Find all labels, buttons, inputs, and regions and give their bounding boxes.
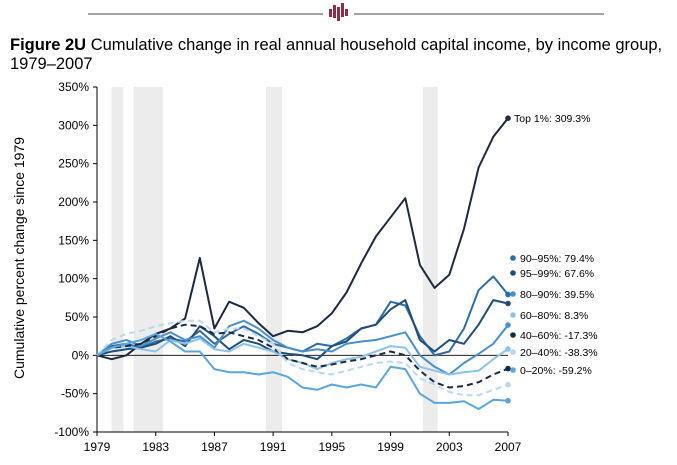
x-tick-label: 2007 (495, 440, 522, 454)
recession-shading (265, 87, 282, 432)
logo-icon (329, 3, 348, 21)
series-line (96, 319, 509, 376)
y-tick-label: 200% (58, 195, 89, 209)
x-tick-label: 1991 (260, 440, 287, 454)
legend-marker (510, 332, 516, 338)
series-end-label: 80–90%: 39.5% (520, 289, 594, 301)
x-tick-label: 1999 (377, 440, 404, 454)
y-tick-label: 50% (65, 310, 89, 324)
series-line (96, 323, 509, 389)
y-axis-label: Cumulative percent change since 1979 (11, 137, 27, 379)
series-end-point (505, 115, 511, 122)
series-end-point (505, 300, 511, 307)
series-end-label: 20–40%: -38.3% (520, 347, 598, 359)
series-end-label: 60–80%: 8.3% (520, 310, 588, 322)
series-line (96, 319, 509, 397)
x-tick-label: 1979 (84, 440, 111, 454)
y-tick-label: -50% (61, 387, 89, 401)
y-tick-label: 100% (58, 272, 89, 286)
legend-marker (510, 349, 516, 355)
series-end-point (505, 346, 511, 352)
title-text: Cumulative change in real annual househo… (10, 36, 663, 73)
y-tick-label: 250% (58, 157, 89, 171)
series-end-point (505, 322, 511, 328)
legend-marker (510, 255, 516, 261)
y-tick-label: 150% (58, 233, 89, 247)
recession-shading (111, 87, 124, 432)
series-line (96, 332, 509, 410)
recession-shading (133, 87, 164, 432)
figure-label: Figure 2U (10, 36, 87, 54)
series-end-point (505, 291, 511, 298)
series-end-label: 40–60%: -17.3% (520, 330, 598, 342)
y-tick-label: 0% (72, 348, 90, 362)
x-tick-label: 1987 (201, 440, 228, 454)
legend-marker (510, 291, 516, 297)
x-tick-label: 1983 (142, 440, 169, 454)
series-end-point (505, 365, 511, 372)
series-end-point (505, 397, 511, 404)
header-rule (88, 3, 604, 21)
x-tick-label: 1995 (319, 440, 346, 454)
x-tick-label: 2003 (436, 440, 463, 454)
y-tick-label: -100% (54, 425, 89, 439)
legend-marker (510, 367, 516, 373)
series-end-label: 0–20%: -59.2% (520, 365, 592, 377)
series-end-label: 90–95%: 79.4% (520, 253, 594, 265)
y-tick-label: 300% (58, 118, 89, 132)
chart-title: Figure 2U Cumulative change in real annu… (10, 36, 670, 74)
y-tick-label: 350% (58, 80, 89, 94)
series-end-point (505, 381, 511, 388)
legend-marker (510, 312, 516, 318)
series-end-label: Top 1%: 309.3% (514, 113, 590, 125)
series-end-label: 95–99%: 67.6% (520, 268, 594, 280)
legend-marker (510, 270, 516, 276)
